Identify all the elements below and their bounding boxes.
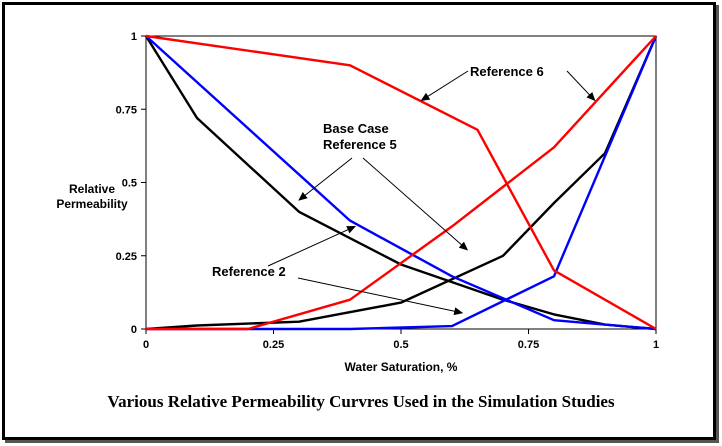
figure-caption: Various Relative Permeability Curvres Us… (107, 392, 615, 411)
series-line (145, 34, 657, 331)
annotation-arrow (298, 157, 353, 201)
annotation-arrow (566, 70, 596, 102)
series-line (145, 35, 658, 331)
annotation-arrow (420, 70, 469, 101)
annotation-label: Reference 6 (470, 64, 544, 79)
y-tick-label: 0.5 (122, 178, 137, 190)
annotation-arrow (267, 225, 357, 267)
x-tick-label: 0.75 (518, 339, 539, 351)
annotation-reference-6: Reference 6 (420, 64, 596, 102)
y-tick-label: 0.25 (116, 251, 137, 263)
y-tick-label: 0.75 (116, 104, 137, 116)
series-line (146, 35, 657, 331)
x-axis-label: Water Saturation, % (345, 360, 458, 374)
annotation-arrow (362, 157, 469, 251)
annotation-label: Reference 5 (323, 137, 397, 152)
y-axis-label: Permeability (56, 197, 128, 211)
y-tick-label: 0 (131, 324, 137, 336)
figure-frame (2, 2, 716, 440)
x-tick-label: 0.5 (393, 339, 408, 351)
x-tick-label: 0.25 (263, 339, 284, 351)
annotation-label: Reference 2 (212, 264, 286, 279)
x-tick-label: 1 (653, 339, 659, 351)
annotation-arrow (297, 277, 464, 316)
series-line (145, 35, 657, 331)
x-tick-label: 0 (143, 339, 149, 351)
y-tick-label: 1 (131, 31, 137, 43)
y-axis-label: Relative (69, 182, 115, 196)
annotation-reference-2: Reference 2 (212, 225, 464, 316)
annotation-label: Base Case (323, 121, 389, 136)
series-line (146, 35, 658, 331)
